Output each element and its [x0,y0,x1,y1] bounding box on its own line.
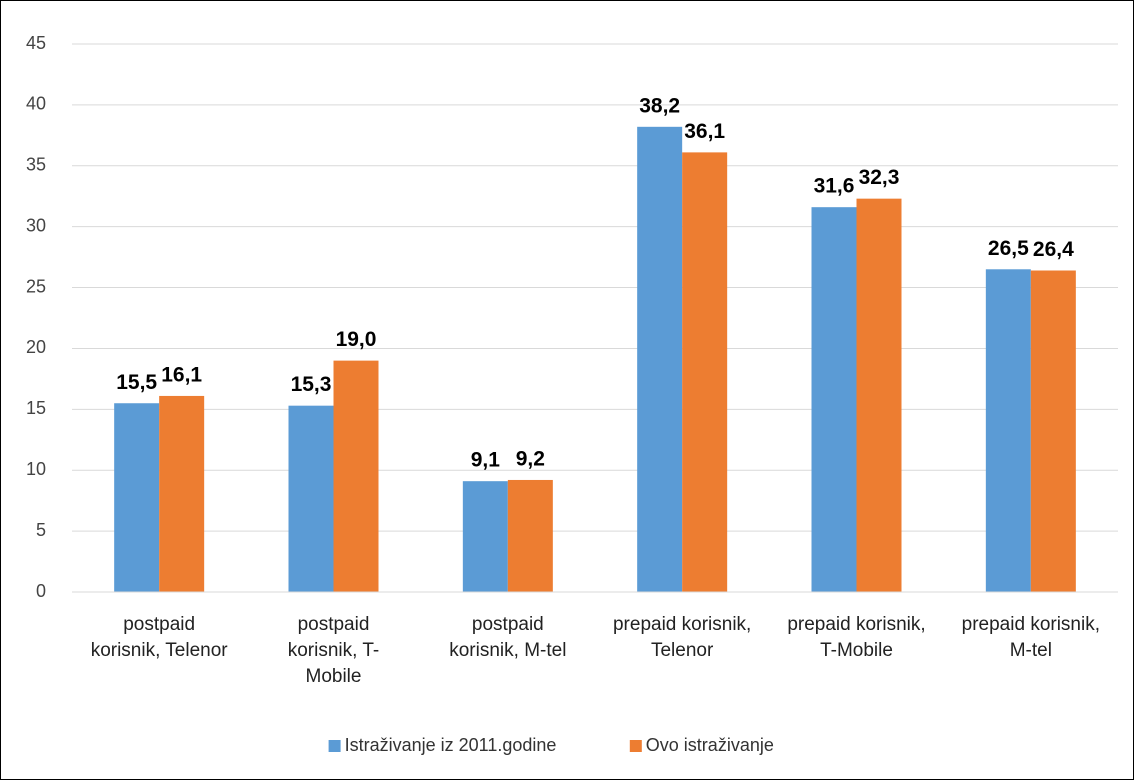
bar [985,269,1031,592]
x-tick-label: postpaid korisnik, M-tel [449,614,567,661]
bar [333,360,379,592]
bar [114,403,160,592]
data-label: 9,1 [471,449,501,472]
data-label: 19,0 [336,328,377,351]
y-tick-label: 0 [36,581,46,601]
bar [682,152,728,593]
legend-label: Ovo istraživanje [646,735,774,755]
x-tick-label: postpaid korisnik, T-Mobile [287,614,380,687]
legend-swatch [328,740,341,752]
y-tick-label: 35 [26,155,46,175]
y-tick-label: 15 [26,398,46,418]
y-tick-label: 40 [26,94,46,114]
x-tick-label: postpaid korisnik, Telenor [90,614,228,661]
legend-label: Istraživanje iz 2011.godine [345,735,557,755]
bar [288,405,334,592]
data-label: 36,1 [684,120,725,143]
y-tick-label: 20 [26,337,46,357]
bar [1030,270,1076,592]
data-label: 32,3 [859,166,900,189]
x-tick-label: prepaid korisnik, M-tel [961,614,1100,661]
data-label: 15,5 [116,371,157,394]
data-label: 38,2 [639,94,680,117]
y-tick-label: 25 [26,276,46,296]
y-tick-label: 45 [26,33,46,53]
data-label: 26,4 [1033,238,1074,261]
bar [637,126,683,592]
bar [811,207,857,592]
data-label: 16,1 [161,363,202,386]
x-tick-label: prepaid korisnik, T-Mobile [787,614,926,661]
data-label: 15,3 [291,373,332,396]
data-label: 26,5 [988,237,1029,260]
data-label: 31,6 [814,175,855,198]
x-tick-label: prepaid korisnik, Telenor [612,614,752,661]
bar [159,395,205,592]
legend-swatch [629,740,642,752]
bar [856,198,902,592]
data-label: 9,2 [516,448,545,471]
y-tick-label: 5 [36,520,46,540]
y-tick-label: 10 [26,459,46,479]
bar [462,481,508,592]
y-tick-label: 30 [26,215,46,235]
bar [507,479,553,592]
